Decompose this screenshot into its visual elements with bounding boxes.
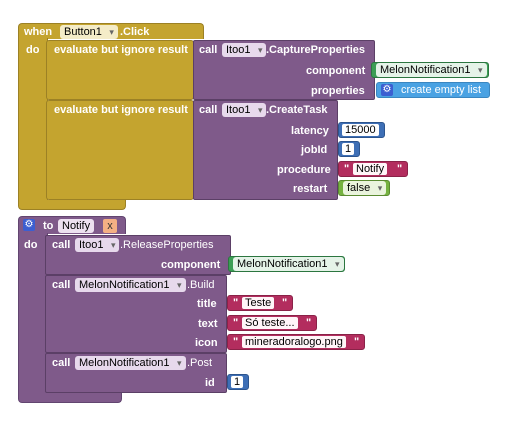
text-text-value[interactable]: Só teste...: [242, 317, 298, 329]
param-icon-label: icon: [195, 337, 218, 349]
id-value[interactable]: 1: [231, 376, 244, 388]
close-quote: ": [282, 297, 288, 309]
param-latency-label: latency: [291, 125, 329, 137]
gear-icon[interactable]: ⚙: [381, 84, 393, 96]
procedure-name-field[interactable]: Notify: [58, 219, 95, 233]
evaluate-ignore-block-1[interactable]: [46, 40, 194, 100]
event-block-footer: [18, 200, 126, 210]
capture-method-label: .CaptureProperties: [266, 44, 366, 56]
create-empty-list-block[interactable]: ⚙ create empty list: [376, 82, 490, 98]
param-component-label: component: [306, 65, 366, 77]
do-label: do: [26, 44, 40, 56]
id-number-block[interactable]: 1: [227, 374, 249, 390]
capture-properties-call-block[interactable]: [193, 40, 375, 100]
capture-component-dropdown[interactable]: Itoo1: [222, 43, 267, 57]
false-dropdown[interactable]: false: [343, 181, 387, 195]
post-component-dropdown[interactable]: MelonNotification1: [75, 356, 186, 370]
call-label-createtask: call: [199, 104, 218, 116]
post-method-label: .Post: [187, 357, 213, 369]
param-text-label: text: [198, 318, 218, 330]
close-quote: ": [397, 163, 403, 175]
open-quote: ": [233, 336, 239, 348]
procedure-block-footer: [18, 393, 122, 403]
createtask-component-dropdown[interactable]: Itoo1: [222, 103, 267, 117]
event-name-label: .Click: [120, 26, 150, 38]
close-quote: ": [354, 336, 360, 348]
jobid-number-block[interactable]: 1: [338, 141, 360, 157]
when-label: when: [24, 26, 53, 38]
evaluate-ignore-block-2[interactable]: [46, 100, 194, 200]
open-quote: ": [233, 297, 239, 309]
icon-text-value[interactable]: mineradoralogo.png: [242, 336, 346, 348]
call-label-build: call: [52, 279, 71, 291]
param-properties-label: properties: [311, 85, 365, 97]
call-label-release: call: [52, 239, 71, 251]
jobid-value[interactable]: 1: [342, 143, 355, 155]
text-text-block[interactable]: " Só teste... ": [227, 315, 317, 331]
melonnotification1-component-block[interactable]: MelonNotification1: [371, 62, 489, 78]
param-component-label-release: component: [161, 259, 221, 271]
evaluate-ignore-label-1: evaluate but ignore result: [54, 44, 188, 56]
do-label-procedure: do: [24, 239, 38, 251]
param-jobid-label: jobId: [301, 144, 328, 156]
gear-icon[interactable]: ⚙: [23, 219, 35, 231]
event-block-spine: [18, 38, 48, 202]
latency-value[interactable]: 15000: [342, 124, 379, 136]
create-task-call-block[interactable]: [193, 100, 338, 200]
release-method-label: .ReleaseProperties: [120, 239, 214, 251]
param-restart-label: restart: [293, 183, 328, 195]
melonnotification1-component-block[interactable]: MelonNotification1: [228, 256, 345, 272]
melonnotification1-dropdown[interactable]: MelonNotification1: [376, 63, 487, 77]
procedure-text-value[interactable]: Notify: [353, 163, 388, 175]
open-quote: ": [344, 163, 350, 175]
title-text-value[interactable]: Teste: [242, 297, 275, 309]
x-parameter-icon[interactable]: x: [103, 219, 117, 233]
build-method-label: .Build: [187, 279, 215, 291]
param-id-label: id: [205, 377, 215, 389]
param-procedure-label: procedure: [277, 164, 331, 176]
build-component-dropdown[interactable]: MelonNotification1: [75, 278, 186, 292]
createtask-method-label: .CreateTask: [266, 104, 328, 116]
release-component-dropdown[interactable]: Itoo1: [75, 238, 120, 252]
close-quote: ": [306, 317, 312, 329]
title-text-block[interactable]: " Teste ": [227, 295, 293, 311]
call-label-capture: call: [199, 44, 218, 56]
melonnotification1-dropdown[interactable]: MelonNotification1: [233, 257, 344, 271]
icon-text-block[interactable]: " mineradoralogo.png ": [227, 334, 365, 350]
evaluate-ignore-label-2: evaluate but ignore result: [54, 104, 188, 116]
procedure-text-block[interactable]: " Notify ": [338, 161, 408, 177]
param-title-label: title: [197, 298, 217, 310]
event-component-dropdown[interactable]: Button1: [60, 25, 118, 39]
to-label: to: [43, 220, 54, 232]
call-label-post: call: [52, 357, 71, 369]
procedure-block-spine: [18, 233, 48, 397]
latency-number-block[interactable]: 15000: [338, 122, 385, 138]
create-empty-list-label: create empty list: [401, 84, 482, 96]
open-quote: ": [233, 317, 239, 329]
false-logic-block[interactable]: false: [338, 180, 390, 196]
